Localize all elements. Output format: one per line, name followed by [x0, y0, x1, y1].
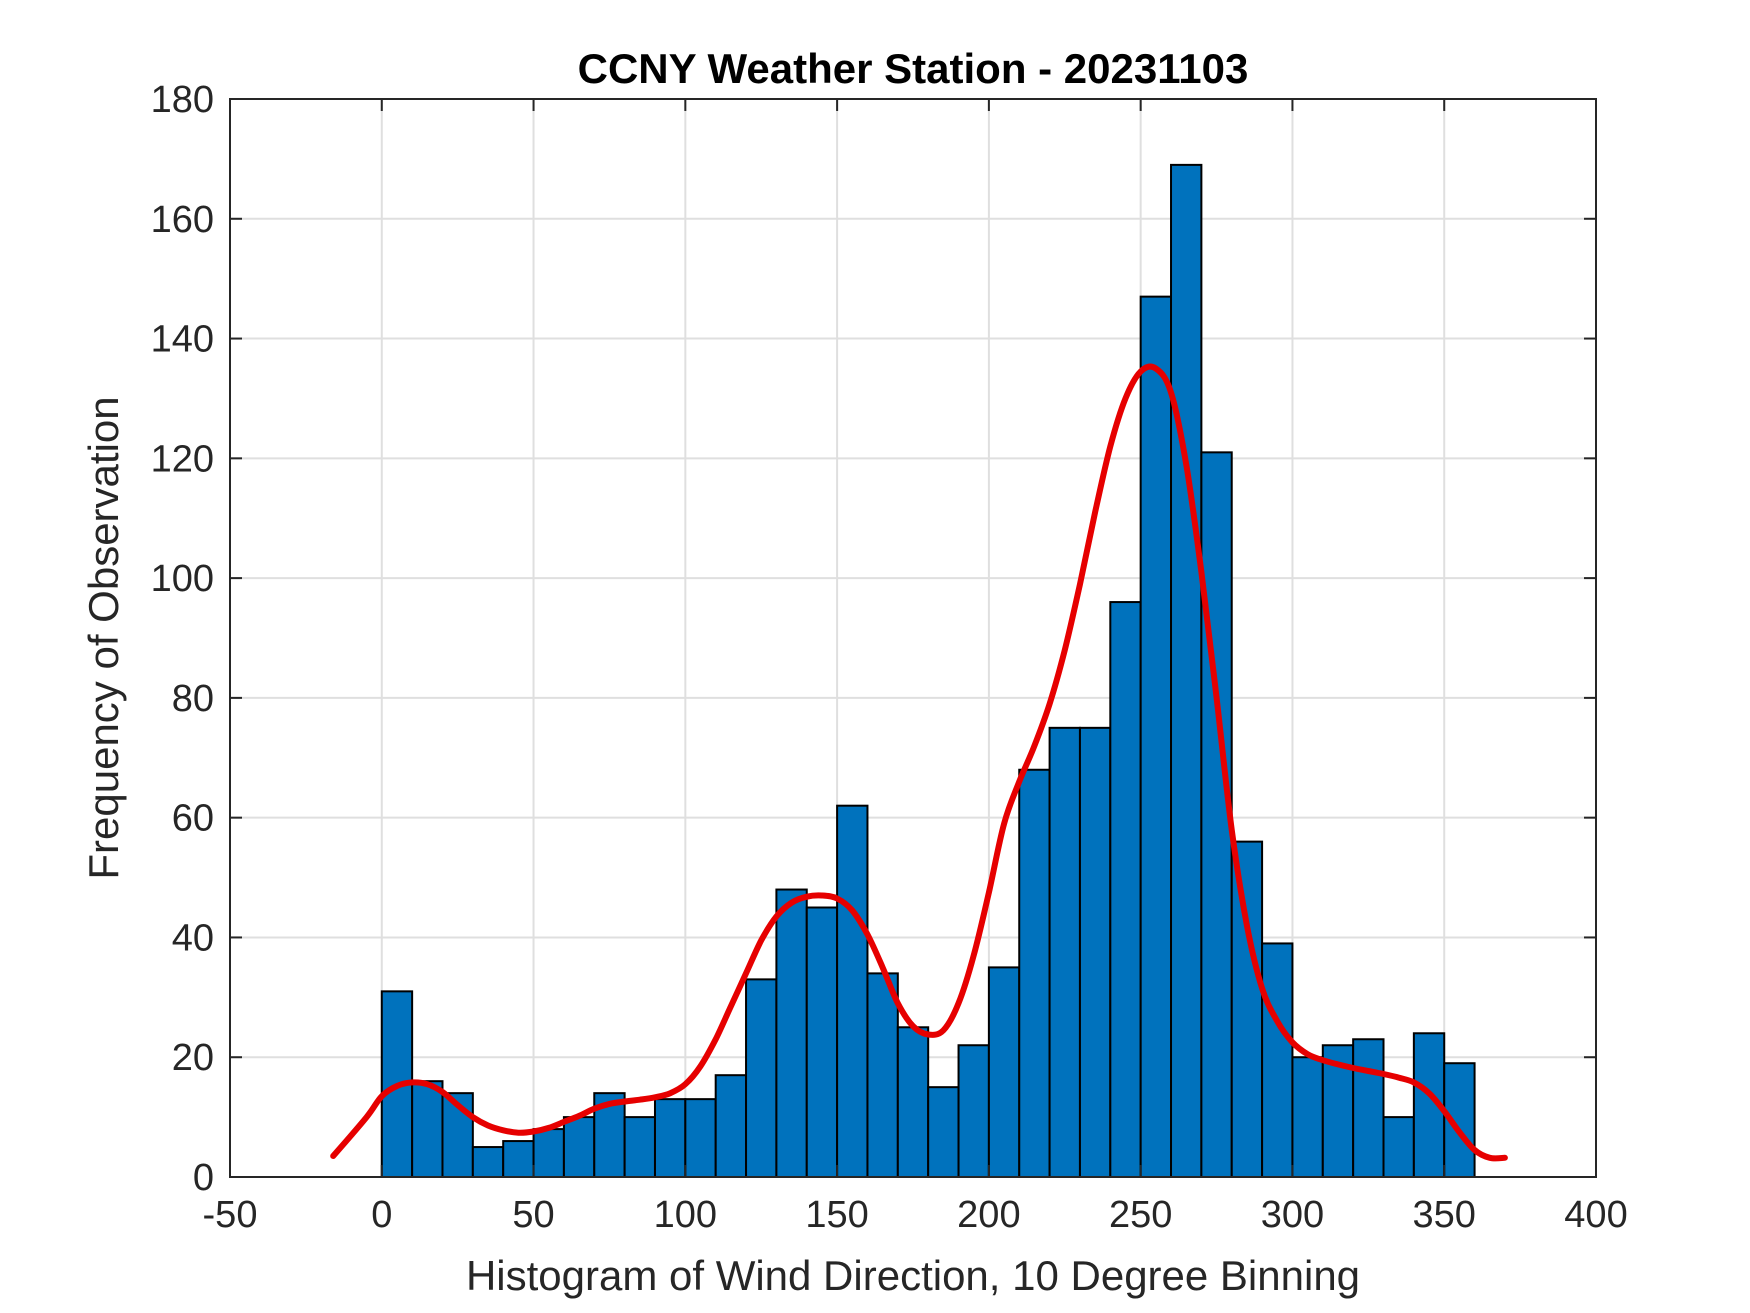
- histogram-bar: [623, 1116, 656, 1178]
- y-tick-label: 40: [172, 917, 214, 959]
- fit-curve: [330, 363, 1508, 1162]
- y-tick-label: 140: [151, 319, 214, 361]
- histogram-bar: [775, 888, 808, 1178]
- histogram-bar: [1230, 840, 1264, 1178]
- x-tick-label: 100: [654, 1194, 717, 1236]
- x-tick-label: 400: [1564, 1194, 1627, 1236]
- histogram-bar: [1018, 768, 1051, 1178]
- histogram-bar: [471, 1146, 505, 1178]
- histogram-bar: [1291, 1056, 1324, 1178]
- y-axis-label: Frequency of Observation: [80, 396, 127, 879]
- histogram-bar: [562, 1116, 596, 1178]
- histogram-bar: [987, 966, 1021, 1179]
- axis-ticks: [229, 98, 1597, 1178]
- x-tick-labels: -50 0 50 100 150 200 250 300 350 400: [203, 1194, 1628, 1236]
- grid: [230, 99, 1596, 1177]
- y-tick-label: 100: [151, 558, 214, 600]
- histogram-bar: [684, 1098, 717, 1178]
- x-tick-label: 250: [1109, 1194, 1172, 1236]
- plot-area: [230, 99, 1596, 1177]
- y-tick-label: 120: [151, 438, 214, 480]
- histogram-bar: [502, 1140, 535, 1178]
- y-tick-label: 160: [151, 199, 214, 241]
- x-tick-label: 150: [805, 1194, 868, 1236]
- histogram-bar: [1109, 601, 1142, 1178]
- histogram-bar: [532, 1128, 565, 1178]
- histogram-bar: [1261, 942, 1294, 1179]
- x-tick-label: 300: [1261, 1194, 1324, 1236]
- chart-title: CCNY Weather Station - 20231103: [578, 45, 1249, 92]
- x-tick-label: 200: [957, 1194, 1020, 1236]
- histogram-bar: [1048, 726, 1081, 1178]
- y-tick-label: 60: [172, 798, 214, 840]
- histogram-bar: [714, 1074, 748, 1178]
- histogram-bar: [745, 978, 778, 1178]
- y-tick-label: 80: [172, 678, 214, 720]
- histogram-bar: [1139, 295, 1173, 1178]
- histogram-bar: [805, 906, 839, 1178]
- histogram-bar: [1078, 726, 1112, 1178]
- histogram-bar: [411, 1080, 444, 1178]
- histogram-bar: [1200, 451, 1233, 1179]
- histogram-bar: [896, 1026, 930, 1179]
- histogram-bar: [866, 972, 899, 1179]
- y-tick-label: 20: [172, 1037, 214, 1079]
- x-tick-label: 50: [512, 1194, 554, 1236]
- histogram-bar: [836, 804, 869, 1178]
- x-tick-label: 0: [371, 1194, 392, 1236]
- histogram-bar: [1352, 1038, 1385, 1179]
- histogram-bar: [957, 1044, 990, 1178]
- histogram-bar: [1382, 1116, 1415, 1178]
- y-tick-label: 180: [151, 79, 214, 121]
- histogram-bar: [653, 1098, 687, 1178]
- x-axis-label: Histogram of Wind Direction, 10 Degree B…: [466, 1252, 1360, 1299]
- histogram-bar: [1170, 163, 1203, 1178]
- x-tick-label: -50: [203, 1194, 258, 1236]
- plot-frame: [229, 98, 1597, 1178]
- y-tick-label: 0: [193, 1157, 214, 1199]
- y-tick-labels: 0 20 40 60 80 100 120 140 160 180: [151, 79, 214, 1199]
- histogram-bars: [380, 163, 1476, 1179]
- histogram-bar: [927, 1086, 960, 1178]
- x-tick-label: 350: [1413, 1194, 1476, 1236]
